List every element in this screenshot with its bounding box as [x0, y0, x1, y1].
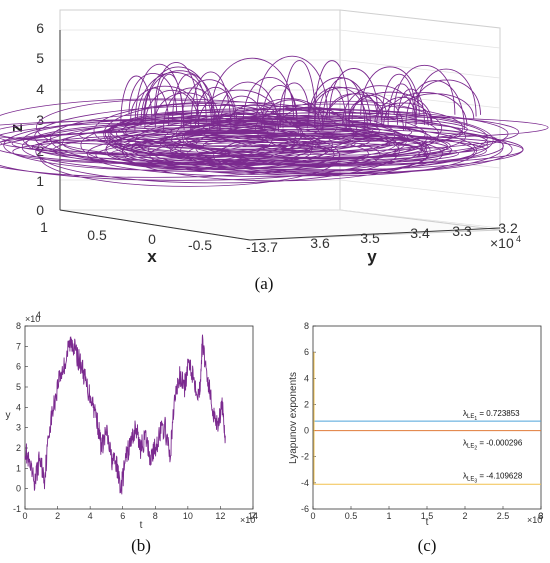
- panel-b-frame: [24, 325, 254, 510]
- panel-c-ytick-6: 6: [304, 347, 309, 357]
- panel-c-x-exponent-base: ×10: [527, 515, 542, 525]
- panel-c-x-exponent-power: 6: [538, 511, 543, 521]
- z-tick-5: 5: [36, 50, 44, 66]
- panel-b-xtick-6: 12: [215, 511, 225, 521]
- panel-a-axes: [59, 30, 501, 241]
- caption-a-text: (a): [255, 274, 274, 293]
- panel-a-gridline-zr-6: [339, 29, 501, 49]
- y-tick-1: 3.5: [360, 230, 380, 246]
- panel-b-y-series: [24, 334, 226, 495]
- panel-b-xtick-0: 0: [22, 511, 27, 521]
- caption-c: (c): [418, 536, 437, 555]
- panel-c-xtick-6: 3: [538, 511, 543, 521]
- panel-c-frame: [312, 325, 542, 510]
- panel-b-ytick-8: 7: [16, 341, 21, 351]
- panel-c-y-label: Lyapunov exponents: [288, 372, 299, 464]
- panel-b-xtick-3: 6: [120, 511, 125, 521]
- panel-b-y-label: y: [6, 410, 11, 421]
- y-tick-2: 3.4: [410, 225, 430, 241]
- panel-a-y-ticks: 3.6 3.5 3.4 3.3 3.2: [310, 220, 518, 251]
- caption-a: (a): [255, 274, 274, 293]
- panel-a-gridline-zr-1: [339, 179, 501, 199]
- panel-b-ytick-9: 8: [16, 321, 21, 331]
- attractor-band: [0, 98, 549, 187]
- caption-b-text: (b): [131, 536, 151, 555]
- panel-b-ytick-7: 6: [16, 362, 21, 372]
- y-tick-4: 3.2: [498, 220, 518, 236]
- panel-b-ytick-1: 0: [16, 484, 21, 494]
- z-tick-4: 4: [36, 81, 44, 97]
- panel-b-x-exponent-base: ×10: [240, 515, 255, 525]
- lyapunov-label-2: λLE2 = -0.000296: [463, 439, 523, 452]
- panel-c-ytick-3: 0: [304, 426, 309, 436]
- panel-b-xtick-7: 14: [248, 511, 258, 521]
- attractor-arches: [120, 55, 481, 132]
- panel-a-x-ticks: 1 0.5 0 -0.5 -13.7: [40, 219, 278, 255]
- panel-b-y-exponent-power: 4: [36, 310, 41, 320]
- panel-a-y-exponent-base: ×10: [490, 235, 514, 251]
- panel-c-ytick-7: 8: [304, 321, 309, 331]
- panel-c-x-label: t: [426, 517, 429, 528]
- z-tick-6: 6: [36, 20, 44, 36]
- panel-c-ytick-1: -4: [301, 478, 309, 488]
- caption-c-text: (c): [418, 536, 437, 555]
- panel-b-ytick-0: -1: [13, 504, 21, 514]
- panel-b-ytick-4: 3: [16, 423, 21, 433]
- panel-b-y-exponent: ×10 4: [25, 310, 41, 324]
- lyapunov-label-3: λLE3 = -4.109628: [463, 471, 523, 484]
- x-axis-label: x: [147, 247, 157, 266]
- panel-b-ytick-5: 4: [16, 402, 21, 412]
- x-tick-3: -0.5: [188, 237, 212, 253]
- panel-c-xtick-2: 1: [386, 511, 391, 521]
- caption-b: (b): [131, 536, 151, 555]
- y-tick-0: 3.6: [310, 235, 330, 251]
- panel-a-z-ticks: 0 1 2 3 4 5 6: [36, 20, 44, 218]
- z-axis-label: z: [7, 124, 26, 133]
- panel-c-series: λLE1 = 0.723853 λLE2 = -0.000296 λLE3 = -4…: [313, 352, 541, 485]
- panel-c-xtick-5: 2.5: [497, 511, 510, 521]
- x-tick-0: 1: [40, 219, 48, 235]
- panel-c-ytick-2: -2: [301, 452, 309, 462]
- panel-a-gridline-zr-5: [339, 59, 501, 79]
- panel-c-xtick-3: 1.5: [421, 511, 434, 521]
- panel-b-ytick-2: 1: [16, 463, 21, 473]
- panel-c-xtick-0: 0: [310, 511, 315, 521]
- panel-c-xtick-4: 2: [462, 511, 467, 521]
- attractor-trajectory: [0, 55, 549, 187]
- panel-a-y-exponent-power: 4: [516, 234, 521, 244]
- panel-b-x-exponent: ×10 7: [240, 511, 256, 525]
- panel-b-xtick-4: 8: [153, 511, 158, 521]
- panel-a-y-exponent: ×10 4: [490, 234, 521, 251]
- x-tick-4: -13.7: [246, 239, 278, 255]
- panel-b-ytick-3: 2: [16, 443, 21, 453]
- panel-b-y-exponent-base: ×10: [25, 314, 40, 324]
- panel-b-x-label: t: [140, 520, 143, 531]
- lyapunov-label-1: λLE1 = 0.723853: [463, 409, 520, 422]
- panel-a: 0 1 2 3 4 5 6 z 1 0.5 0 -0.5 -13.7 x 3.6…: [0, 9, 549, 266]
- panel-c-ytick-4: 2: [304, 399, 309, 409]
- z-tick-1: 1: [36, 173, 44, 189]
- panel-c-ytick-5: 4: [304, 373, 309, 383]
- y-tick-3: 3.3: [452, 223, 472, 239]
- panel-a-gridline-zr-0: [339, 209, 501, 229]
- panel-c-xtick-1: 0.5: [345, 511, 358, 521]
- panel-b-xtick-2: 4: [88, 511, 93, 521]
- x-tick-2: 0: [148, 231, 156, 247]
- panel-b-x-exponent-power: 7: [251, 511, 256, 521]
- panel-b-ytick-6: 5: [16, 382, 21, 392]
- lyapunov-line-3: [313, 352, 541, 485]
- panel-b-xtick-5: 10: [183, 511, 193, 521]
- panel-c-x-exponent: ×10 6: [527, 511, 543, 525]
- panel-c-axes: 0 0.5 1 1.5 2 2.5 3 -6 -4 -2 0 2 4 6 8: [301, 321, 544, 521]
- z-tick-0: 0: [36, 202, 44, 218]
- y-axis-label: y: [367, 247, 377, 266]
- panel-c-ytick-0: -6: [301, 504, 309, 514]
- panel-c: 0 0.5 1 1.5 2 2.5 3 -6 -4 -2 0 2 4 6 8 Lyapunov expone…: [288, 321, 544, 528]
- z-tick-2: 2: [36, 143, 44, 159]
- x-tick-1: 0.5: [87, 227, 107, 243]
- panel-b-xtick-1: 2: [55, 511, 60, 521]
